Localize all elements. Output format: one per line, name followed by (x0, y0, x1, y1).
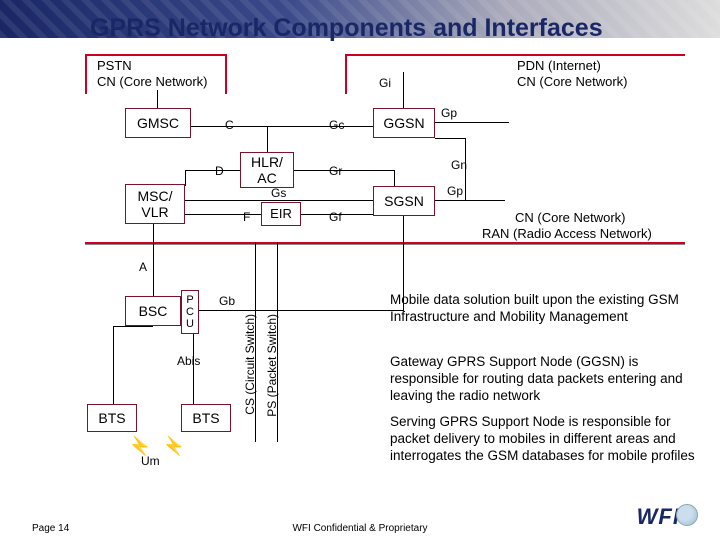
iface-gc: Gc (329, 118, 344, 132)
iface-gi: Gi (379, 76, 391, 90)
logo: WFI (637, 504, 698, 530)
label-cn-far: CN (Core Network) (515, 210, 626, 225)
node-gmsc: GMSC (125, 108, 191, 138)
conn (113, 326, 153, 327)
conn (199, 310, 404, 311)
bullet-1: Mobile data solution built upon the exis… (390, 292, 700, 326)
slide-title: GPRS Network Components and Interfaces (90, 14, 603, 43)
conn (191, 126, 373, 127)
node-sgsn: SGSN (373, 186, 435, 216)
conn (193, 334, 194, 404)
diagram: PSTN CN (Core Network) PDN (Internet) CN… (85, 54, 695, 494)
redline (225, 54, 227, 94)
conn (153, 224, 154, 296)
iface-gn: Gn (451, 158, 467, 172)
conn (267, 126, 268, 152)
redline (85, 54, 225, 56)
node-eir: EIR (261, 202, 301, 226)
iface-f: F (243, 210, 250, 224)
redline (85, 54, 87, 94)
node-bts2: BTS (181, 404, 231, 432)
node-bts1: BTS (87, 404, 137, 432)
cn-ran-divider2 (85, 244, 685, 245)
iface-gb: Gb (219, 294, 235, 308)
bolt-icon: ⚡ (129, 436, 151, 457)
iface-a: A (139, 260, 147, 274)
iface-gf: Gf (329, 210, 342, 224)
logo-text: WFI (637, 504, 680, 529)
iface-c: C (225, 118, 234, 132)
iface-gs: Gs (271, 186, 286, 200)
conn (435, 122, 509, 123)
iface-gp: Gp (441, 106, 457, 120)
globe-icon (676, 504, 698, 526)
iface-gr: Gr (329, 164, 342, 178)
node-pcu: P C U (181, 290, 199, 334)
node-bsc: BSC (125, 296, 181, 326)
label-pdn: PDN (Internet) (517, 58, 601, 73)
conn (294, 170, 394, 171)
bullet-2: Gateway GPRS Support Node (GGSN) is resp… (390, 354, 700, 405)
footer-confidential: WFI Confidential & Proprietary (0, 523, 720, 534)
redline (345, 54, 685, 56)
bullet-3: Serving GPRS Support Node is responsible… (390, 414, 700, 465)
conn (185, 170, 186, 186)
node-msc: MSC/ VLR (125, 184, 185, 224)
label-ran: RAN (Radio Access Network) (482, 226, 652, 241)
conn (435, 138, 465, 139)
iface-d: D (215, 164, 224, 178)
conn (185, 200, 373, 201)
node-hlr: HLR/ AC (240, 152, 294, 188)
redline (345, 54, 347, 94)
conn (435, 200, 505, 201)
vlabel-ps: PS (Packet Switch) (265, 314, 279, 417)
iface-gp2: Gp (447, 184, 463, 198)
conn (157, 90, 158, 108)
conn (403, 72, 404, 108)
bolt-icon: ⚡ (163, 436, 185, 457)
conn (394, 170, 395, 186)
label-pstn: PSTN (97, 58, 132, 73)
label-cn-left: CN (Core Network) (97, 74, 208, 89)
node-ggsn: GGSN (373, 108, 435, 138)
vlabel-cs: CS (Circuit Switch) (243, 314, 257, 415)
conn (185, 170, 240, 171)
conn (113, 326, 114, 404)
iface-abis: Abis (177, 354, 200, 368)
label-cn-right: CN (Core Network) (517, 74, 628, 89)
